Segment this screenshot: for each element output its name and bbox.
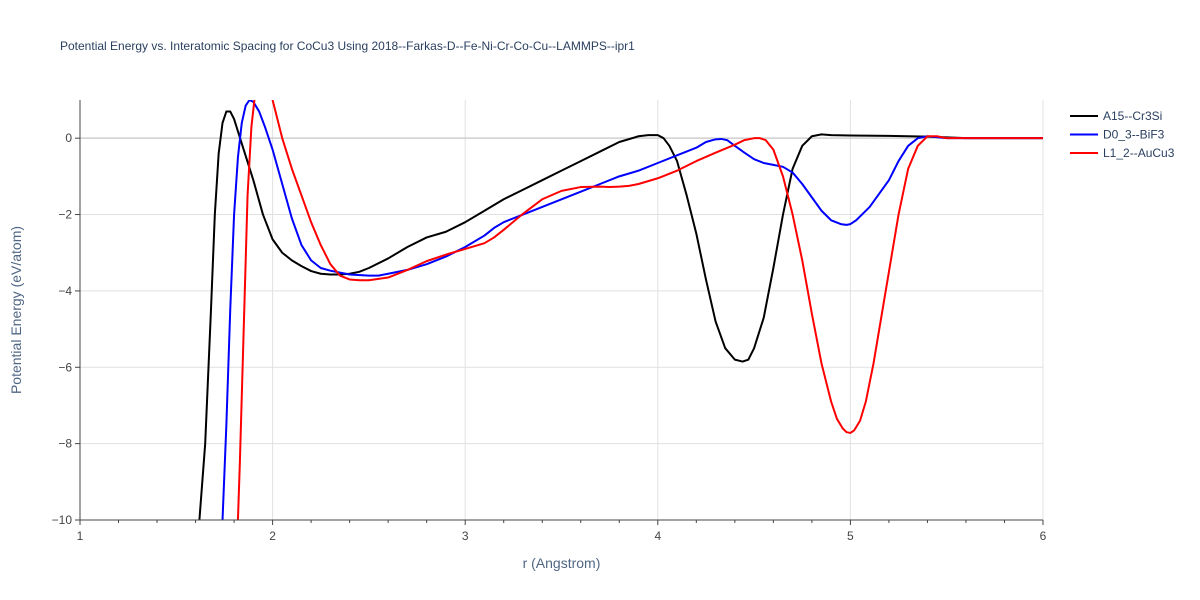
series-line-a15-cr3si xyxy=(198,110,1043,520)
x-tick-label: 5 xyxy=(847,529,854,543)
legend-item[interactable]: D0_3--BiF3 xyxy=(1070,128,1165,142)
legend-item[interactable]: L1_2--AuCu3 xyxy=(1070,146,1175,160)
y-tick-label: −4 xyxy=(58,284,72,298)
x-tick-label: 1 xyxy=(77,529,84,543)
legend-label: L1_2--AuCu3 xyxy=(1103,146,1175,160)
legend[interactable]: A15--Cr3Si D0_3--BiF3 L1_2--AuCu3 xyxy=(1070,109,1175,160)
y-axis-title: Potential Energy (eV/atom) xyxy=(8,226,24,394)
x-axis-title: r (Angstrom) xyxy=(523,555,601,571)
series-line-l1-2-aucu3 xyxy=(236,100,1043,520)
y-tick-label: −10 xyxy=(52,513,73,527)
x-tick-label: 2 xyxy=(269,529,276,543)
legend-label: D0_3--BiF3 xyxy=(1103,128,1165,142)
y-tick-label: 0 xyxy=(65,131,72,145)
legend-item[interactable]: A15--Cr3Si xyxy=(1070,109,1162,123)
plot-area xyxy=(198,100,1043,520)
x-tick-label: 3 xyxy=(462,529,469,543)
x-tick-label: 4 xyxy=(654,529,661,543)
y-tick-label: −6 xyxy=(58,360,72,374)
legend-label: A15--Cr3Si xyxy=(1103,109,1162,123)
axes: 1 2 3 4 5 6 −10 −8 −6 −4 −2 0 xyxy=(52,100,1047,543)
series-line-d0-3-bif3 xyxy=(221,100,1043,520)
x-tick-label: 6 xyxy=(1040,529,1047,543)
y-tick-label: −2 xyxy=(58,208,72,222)
y-tick-label: −8 xyxy=(58,437,72,451)
chart-title: Potential Energy vs. Interatomic Spacing… xyxy=(60,39,635,53)
